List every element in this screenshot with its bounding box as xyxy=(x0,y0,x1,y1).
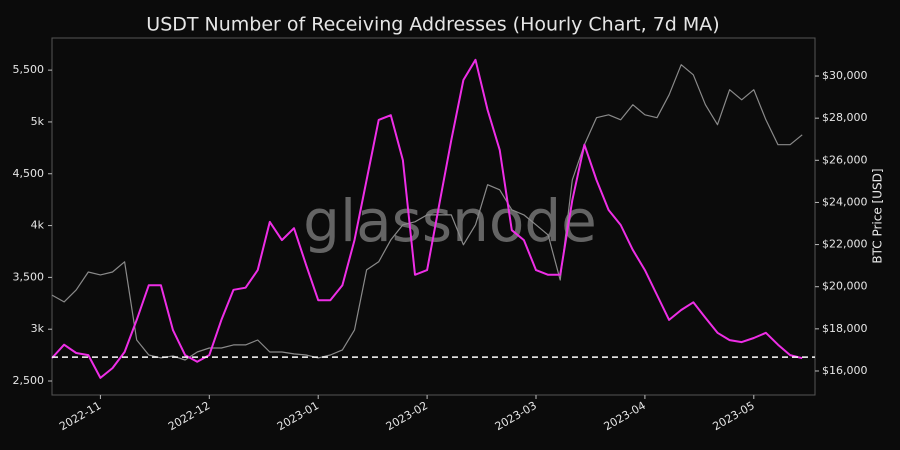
y2-tick-label: $18,000 xyxy=(822,322,868,335)
y-tick-label: 5,500 xyxy=(13,63,45,76)
y2-tick-label: $26,000 xyxy=(822,153,868,166)
y2-tick-label: $22,000 xyxy=(822,238,868,251)
y2-tick-label: $20,000 xyxy=(822,280,868,293)
y-tick-label: 4,500 xyxy=(13,167,45,180)
y2-tick-label: $30,000 xyxy=(822,69,868,82)
y2-tick-label: $16,000 xyxy=(822,364,868,377)
y-tick-label: 4k xyxy=(31,219,45,232)
y2-tick-label: $24,000 xyxy=(822,195,868,208)
y-tick-label: 2,500 xyxy=(13,374,45,387)
plot-frame xyxy=(51,37,816,396)
y2-axis-label: BTC Price [USD] xyxy=(871,168,885,263)
data-line xyxy=(51,58,803,379)
y2-tick-label: $28,000 xyxy=(822,111,868,124)
watermark: glassnode xyxy=(303,187,597,255)
chart-title: USDT Number of Receiving Addresses (Hour… xyxy=(146,14,719,36)
y-tick-label: 5k xyxy=(31,115,45,128)
y-tick-label: 3,500 xyxy=(13,270,45,283)
y-tick-label: 3k xyxy=(31,322,45,335)
